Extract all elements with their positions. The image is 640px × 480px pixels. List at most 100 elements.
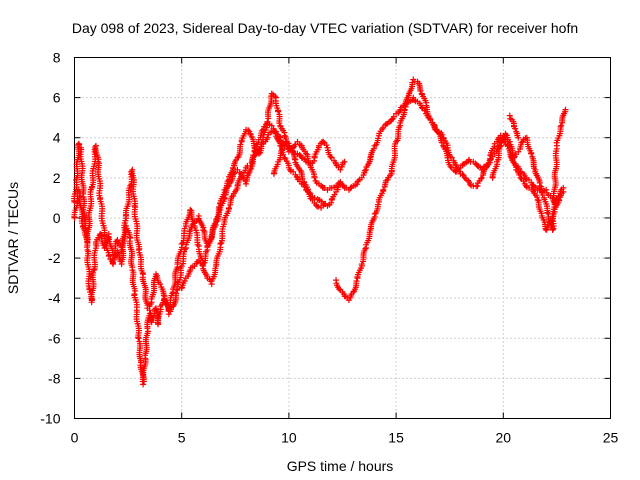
data-point xyxy=(225,204,232,211)
data-point xyxy=(477,175,484,182)
data-point xyxy=(516,171,523,178)
data-point xyxy=(332,159,339,166)
data-point xyxy=(380,186,387,193)
data-point xyxy=(264,134,271,141)
data-point xyxy=(543,186,550,193)
data-point xyxy=(358,261,365,268)
data-point xyxy=(178,241,185,248)
y-tick-label: 4 xyxy=(53,130,61,146)
data-point xyxy=(160,292,167,299)
data-point xyxy=(157,281,164,288)
data-point xyxy=(255,149,262,156)
data-point xyxy=(105,253,112,260)
data-point xyxy=(208,232,215,239)
data-point xyxy=(224,178,231,185)
data-point xyxy=(427,116,434,123)
data-point xyxy=(200,226,207,233)
chart-title: Day 098 of 2023, Sidereal Day-to-day VTE… xyxy=(72,20,578,36)
data-point xyxy=(418,104,425,111)
y-tick-label: 6 xyxy=(53,90,61,106)
data-point xyxy=(496,143,503,150)
data-point xyxy=(216,204,223,211)
data-point xyxy=(393,138,400,145)
data-point xyxy=(534,196,541,203)
ticks xyxy=(74,57,611,419)
data-point xyxy=(341,158,348,165)
x-tick-label: 10 xyxy=(281,430,297,446)
data-point xyxy=(152,306,159,313)
data-point xyxy=(291,155,298,162)
tick-labels: 0 5 10 15 20 25 -10 -8 -6 -4 -2 0 2 4 6 8 xyxy=(40,50,618,446)
data-point xyxy=(237,141,244,148)
data-point xyxy=(181,277,188,284)
x-tick-label: 0 xyxy=(71,430,79,446)
data-point xyxy=(520,178,527,185)
data-point xyxy=(558,122,565,129)
data-point xyxy=(217,241,224,248)
y-axis-label: SDTVAR / TECUs xyxy=(5,182,21,294)
data-point xyxy=(562,106,569,113)
y-tick-label: -4 xyxy=(48,290,61,306)
series-track-g xyxy=(506,112,522,141)
data-point xyxy=(511,154,518,161)
data-point xyxy=(165,307,172,314)
data-point xyxy=(517,174,524,181)
grid xyxy=(74,57,611,419)
data-point xyxy=(315,203,322,210)
data-point xyxy=(237,173,244,180)
data-point xyxy=(293,173,300,180)
data-point xyxy=(528,150,535,157)
data-point xyxy=(518,139,525,146)
data-point xyxy=(410,96,417,103)
data-point xyxy=(506,138,513,145)
data-point xyxy=(169,290,176,297)
x-tick-label: 25 xyxy=(603,430,619,446)
y-tick-label: 8 xyxy=(53,50,61,66)
data-point xyxy=(90,269,97,276)
data-point xyxy=(375,201,382,208)
data-point xyxy=(375,135,382,142)
x-axis-label: GPS time / hours xyxy=(287,458,394,474)
data-point xyxy=(187,206,194,213)
plot-frame xyxy=(74,57,611,419)
data-point xyxy=(140,381,147,388)
data-point xyxy=(557,123,564,130)
data-point xyxy=(466,181,473,188)
data-point xyxy=(336,286,343,293)
data-marks xyxy=(71,76,569,388)
data-point xyxy=(337,166,344,173)
data-point xyxy=(439,131,446,138)
series-track-b xyxy=(71,90,348,314)
data-point xyxy=(257,143,264,150)
data-point xyxy=(194,241,201,248)
data-point xyxy=(243,180,250,187)
y-tick-label: 2 xyxy=(53,170,61,186)
data-point xyxy=(447,163,454,170)
data-point xyxy=(255,146,262,153)
data-point xyxy=(544,209,551,216)
y-tick-label: -8 xyxy=(48,370,61,386)
data-point xyxy=(461,174,468,181)
x-tick-label: 5 xyxy=(178,430,186,446)
y-tick-label: -10 xyxy=(40,411,60,427)
data-point xyxy=(276,133,283,140)
series-track-f xyxy=(270,138,329,211)
data-point xyxy=(320,138,327,145)
data-point xyxy=(401,106,408,113)
data-point xyxy=(281,132,288,139)
data-point xyxy=(322,200,329,207)
data-point xyxy=(199,262,206,269)
data-point xyxy=(515,134,522,141)
data-point xyxy=(512,125,519,132)
data-point xyxy=(79,220,86,227)
data-point xyxy=(311,174,318,181)
y-tick-label: -6 xyxy=(48,330,61,346)
data-point xyxy=(327,153,334,160)
data-point xyxy=(278,148,285,155)
data-point xyxy=(448,154,455,161)
data-point xyxy=(288,144,295,151)
data-point xyxy=(76,141,83,148)
data-point xyxy=(362,245,369,252)
data-point xyxy=(328,199,335,206)
data-point xyxy=(323,142,330,149)
